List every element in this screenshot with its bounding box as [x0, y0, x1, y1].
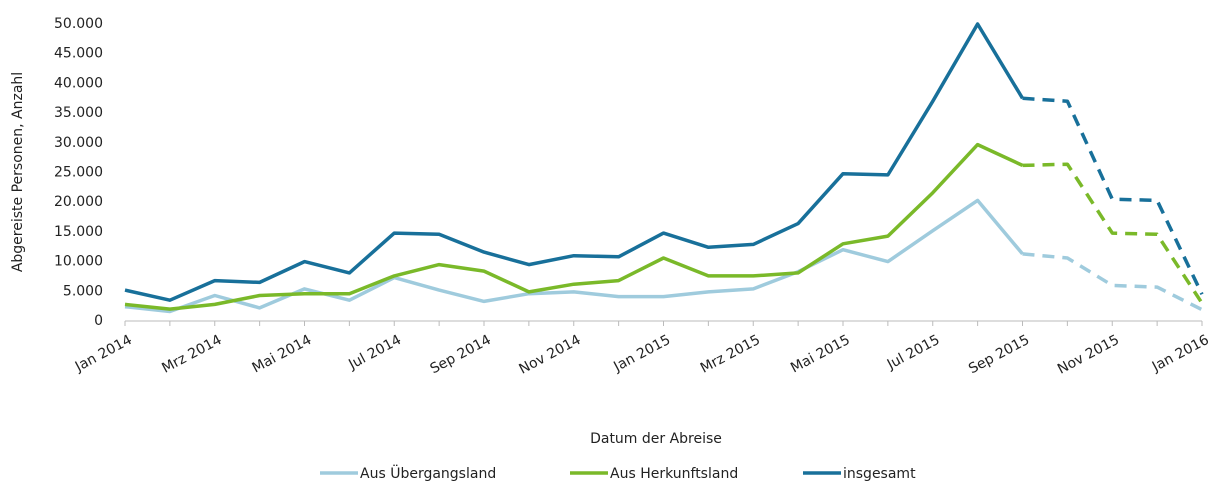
x-tick-label: Jul 2015 — [884, 332, 943, 373]
series-line-dashed — [1022, 96, 1204, 296]
x-tick-label: Mrz 2014 — [159, 332, 224, 377]
y-tick-label: 25.000 — [54, 165, 103, 181]
x-axis-label: Datum der Abreise — [590, 431, 722, 447]
x-tick-label: Jan 2016 — [1149, 332, 1212, 376]
legend-label: insgesamt — [843, 466, 916, 482]
x-tick-label: Jan 2015 — [610, 332, 673, 376]
x-tick-label: Sep 2015 — [966, 332, 1032, 377]
y-axis-label: Abgereiste Personen, Anzahl — [10, 72, 26, 272]
x-tick-label: Nov 2014 — [516, 332, 583, 378]
x-tick-label: Jan 2014 — [72, 332, 135, 376]
y-tick-label: 30.000 — [54, 135, 103, 151]
legend-label: Aus Übergangsland — [360, 464, 496, 482]
series-line — [124, 198, 1024, 314]
y-tick-label: 50.000 — [54, 16, 103, 32]
series-line-dashed — [1022, 252, 1203, 312]
x-tick-label: Jul 2014 — [345, 332, 404, 373]
x-tick-label: Nov 2015 — [1055, 332, 1122, 378]
y-tick-label: 20.000 — [54, 194, 103, 210]
x-tick-label: Mrz 2015 — [698, 332, 763, 377]
series-line — [124, 142, 1024, 311]
series-line — [124, 22, 1024, 302]
y-tick-label: 5.000 — [63, 283, 103, 299]
x-tick-label: Sep 2014 — [428, 332, 494, 377]
y-tick-label: 40.000 — [54, 75, 103, 91]
x-tick-label: Mai 2014 — [250, 332, 315, 377]
y-tick-label: 35.000 — [54, 105, 103, 121]
y-tick-label: 15.000 — [54, 224, 103, 240]
series-line-dashed — [1022, 162, 1204, 305]
x-tick-label: Mai 2015 — [788, 332, 853, 376]
legend-label: Aus Herkunftsland — [610, 466, 738, 482]
y-tick-label: 45.000 — [54, 46, 103, 62]
y-tick-label: 0 — [94, 313, 103, 329]
y-tick-label: 10.000 — [54, 254, 103, 270]
